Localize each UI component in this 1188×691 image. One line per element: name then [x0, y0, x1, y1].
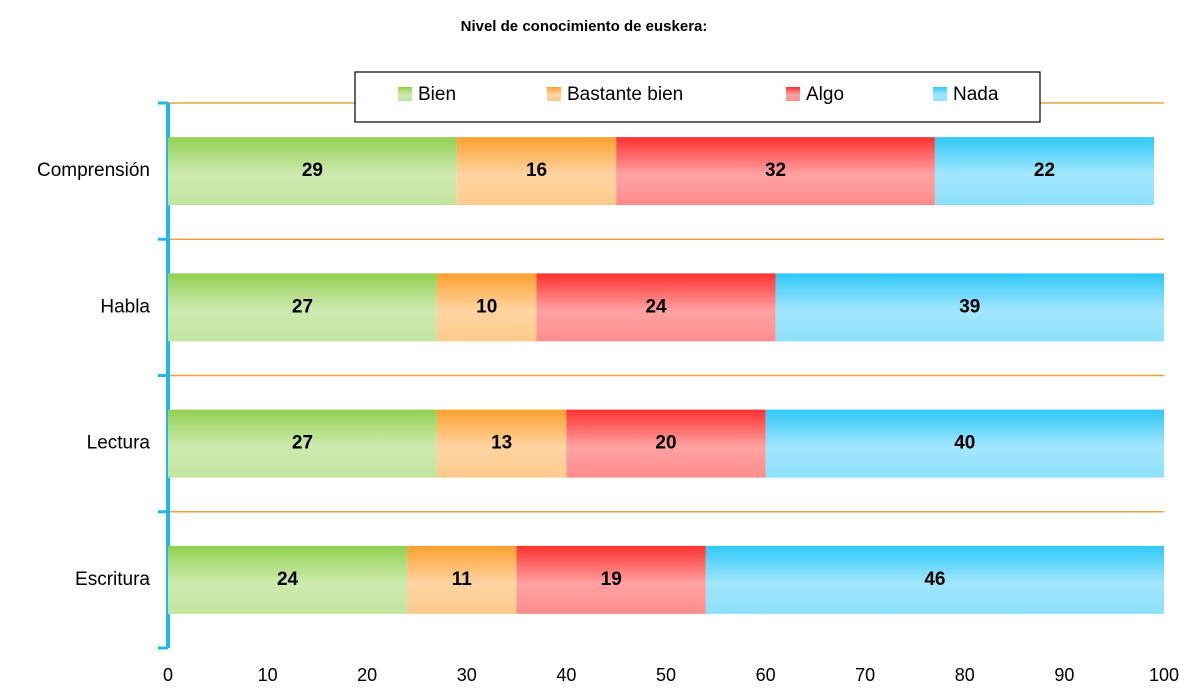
bar-segment [436, 409, 567, 478]
x-tick-label: 100 [1149, 665, 1179, 685]
bar-segment [616, 137, 935, 206]
legend-label: Algo [806, 84, 844, 105]
data-label: 39 [959, 296, 980, 317]
y-tick-label: Comprensión [37, 160, 150, 181]
x-tick-label: 90 [1054, 665, 1074, 685]
x-tick-label: 0 [163, 665, 173, 685]
x-tick-label: 30 [457, 665, 477, 685]
data-label: 19 [601, 569, 622, 590]
legend-swatch [547, 87, 561, 101]
data-label: 10 [476, 296, 497, 317]
bar-segment [516, 545, 706, 614]
bar-segment [168, 409, 437, 478]
legend-swatch [786, 87, 800, 101]
bar-segment [775, 273, 1164, 342]
bar-segment [765, 409, 1164, 478]
data-label: 24 [277, 569, 299, 590]
bar-segment [456, 137, 617, 206]
bar-segment [705, 545, 1164, 614]
x-tick-label: 10 [258, 665, 278, 685]
legend-swatch [933, 87, 947, 101]
legend-label: Bien [418, 84, 456, 105]
x-tick-label: 20 [357, 665, 377, 685]
bar-segment [566, 409, 766, 478]
data-label: 11 [452, 569, 473, 590]
data-label: 40 [954, 433, 975, 454]
data-label: 13 [491, 433, 512, 454]
legend-label: Bastante bien [567, 84, 683, 105]
bar-segment [934, 137, 1155, 206]
legend: Bien Bastante bien Algo Nada [354, 71, 1041, 123]
chart-title: Nivel de conocimiento de euskera: [461, 18, 708, 35]
x-tick-label: 60 [756, 665, 776, 685]
x-tick-label: 40 [556, 665, 576, 685]
data-label: 24 [645, 296, 667, 317]
data-label: 20 [655, 433, 676, 454]
data-label: 27 [292, 433, 313, 454]
bar-segment [168, 137, 457, 206]
y-tick-label: Habla [100, 296, 150, 317]
x-tick-label: 80 [955, 665, 975, 685]
bar-segment [168, 273, 437, 342]
data-label: 22 [1034, 160, 1055, 181]
data-label: 46 [924, 569, 945, 590]
data-label: 29 [302, 160, 323, 181]
y-tick-label: Escritura [75, 569, 150, 590]
data-label: 32 [765, 160, 786, 181]
bar-segment [168, 545, 408, 614]
bar-segment [436, 273, 537, 342]
data-label: 27 [292, 296, 313, 317]
legend-label: Nada [953, 84, 999, 105]
bar-segment [407, 545, 517, 614]
bar-segment [536, 273, 776, 342]
legend-box [354, 71, 1041, 123]
legend-swatch [398, 87, 412, 101]
x-tick-label: 50 [656, 665, 676, 685]
y-tick-label: Lectura [87, 433, 151, 454]
data-label: 16 [526, 160, 547, 181]
x-tick-label: 70 [855, 665, 875, 685]
